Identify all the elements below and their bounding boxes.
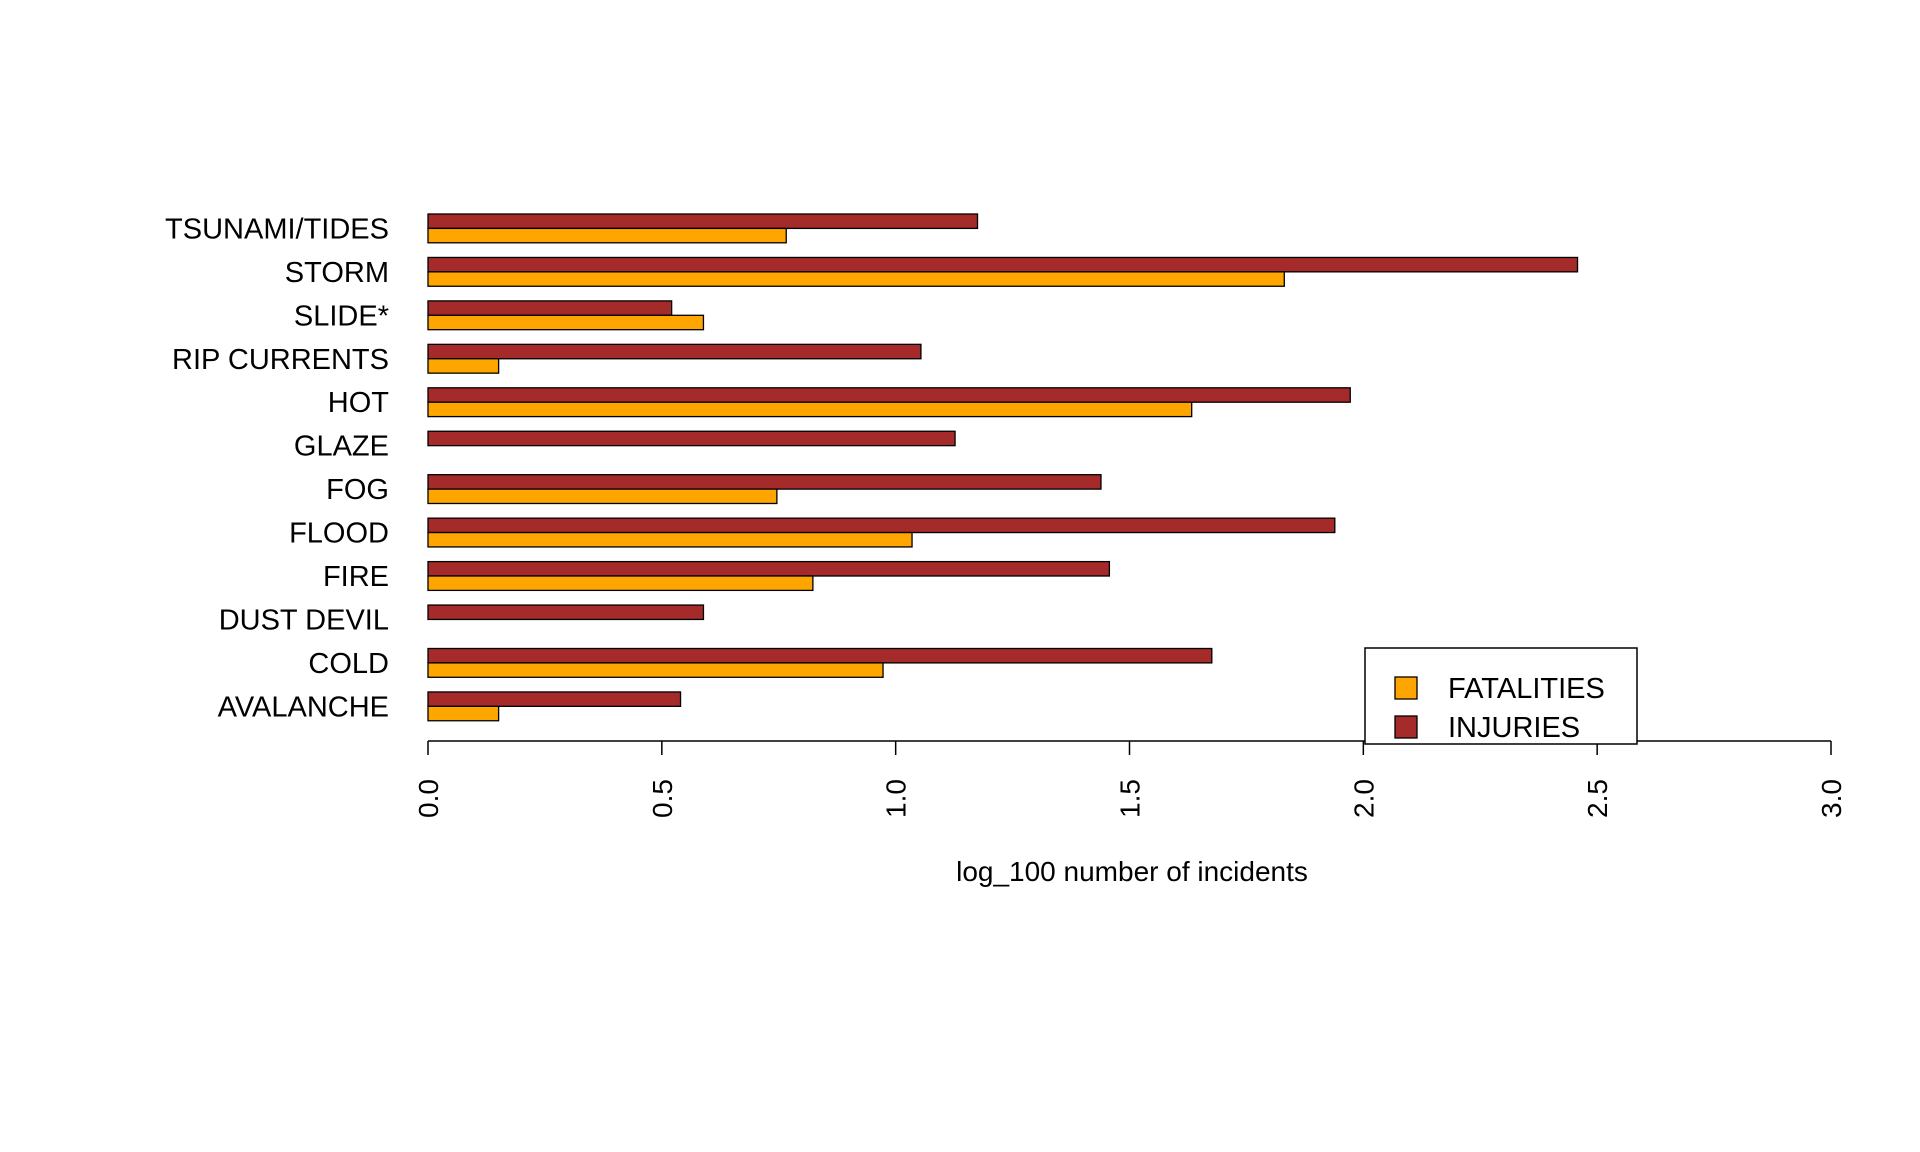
x-tick-label-2: 1.0 xyxy=(881,779,912,818)
bar-injuries-glaze xyxy=(427,430,956,447)
bar-injuries-fire xyxy=(427,560,1111,577)
bar-fatalities-slide xyxy=(427,314,705,331)
category-label-avalanche: AVALANCHE xyxy=(218,691,389,723)
category-label-cold: COLD xyxy=(308,648,389,680)
legend-swatch-injuries xyxy=(1394,715,1418,739)
bar-fatalities-hot xyxy=(427,401,1193,418)
bar-fatalities-avalanche xyxy=(427,705,500,722)
x-axis: 0.0 0.5 1.0 1.5 2.0 2.5 3.0 xyxy=(413,740,1847,818)
category-label-flood: FLOOD xyxy=(289,518,389,550)
bar-fatalities-rip-currents xyxy=(427,358,500,374)
category-label-hot: HOT xyxy=(328,387,390,419)
bar-fatalities-fog xyxy=(427,488,778,505)
category-label-fire: FIRE xyxy=(323,561,389,593)
x-tick-label-5: 2.5 xyxy=(1582,779,1613,818)
bar-injuries-rip-currents xyxy=(427,343,922,360)
x-axis-label: log_100 number of incidents xyxy=(956,856,1308,887)
bar-fatalities-flood xyxy=(427,531,913,548)
bar-injuries-fog xyxy=(427,474,1102,490)
category-labels: TSUNAMI/TIDES STORM SLIDE* RIP CURRENTS HOT G… xyxy=(165,213,389,723)
legend-label-injuries: INJURIES xyxy=(1448,712,1580,744)
bars-group xyxy=(427,213,1579,722)
x-tick-label-1: 0.5 xyxy=(647,779,678,818)
bar-injuries-flood xyxy=(427,517,1336,534)
bar-injuries-avalanche xyxy=(427,691,682,708)
category-label-tsunami-tides: TSUNAMI/TIDES xyxy=(165,213,389,245)
bar-injuries-tsunami-tides xyxy=(427,213,979,230)
legend-swatch-fatalities xyxy=(1394,676,1418,700)
bar-injuries-storm xyxy=(427,256,1579,273)
bar-fatalities-fire xyxy=(427,575,814,592)
x-tick-label-0: 0.0 xyxy=(413,779,444,818)
legend: FATALITIES INJURIES xyxy=(1364,647,1638,745)
category-label-glaze: GLAZE xyxy=(294,431,389,463)
bar-fatalities-cold xyxy=(427,662,884,678)
bar-injuries-hot xyxy=(427,387,1351,403)
x-tick-label-6: 3.0 xyxy=(1816,779,1847,818)
bar-injuries-slide xyxy=(427,300,673,316)
x-tick-label-3: 1.5 xyxy=(1115,779,1146,818)
x-tick-label-4: 2.0 xyxy=(1348,779,1379,818)
bar-fatalities-tsunami-tides xyxy=(427,227,787,244)
category-label-rip-currents: RIP CURRENTS xyxy=(172,344,389,376)
bar-injuries-dust-devil xyxy=(427,604,705,621)
category-label-storm: STORM xyxy=(285,257,389,289)
legend-label-fatalities: FATALITIES xyxy=(1448,673,1605,705)
category-label-slide: SLIDE* xyxy=(294,300,389,332)
category-label-dust-devil: DUST DEVIL xyxy=(219,604,389,636)
category-label-fog: FOG xyxy=(326,474,389,506)
bar-fatalities-storm xyxy=(427,271,1285,287)
bar-injuries-cold xyxy=(427,647,1213,664)
